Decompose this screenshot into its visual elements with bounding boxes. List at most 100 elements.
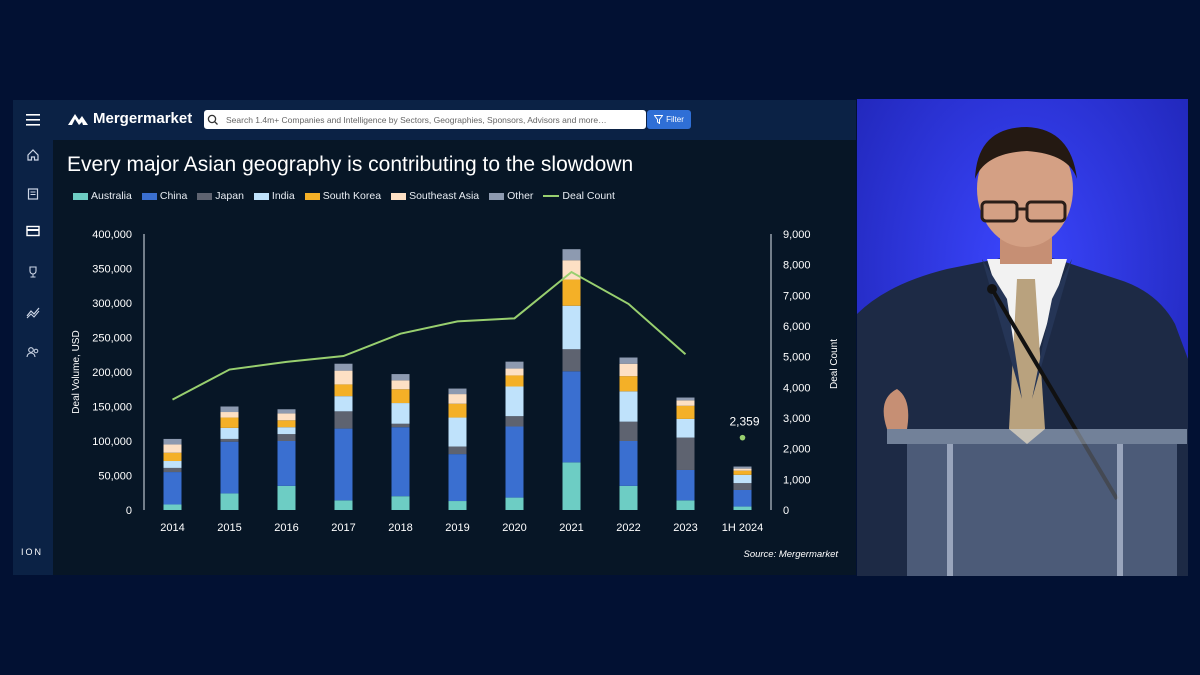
legend-label: Deal Count — [562, 190, 615, 202]
legend-swatch — [391, 192, 407, 200]
bar-segment-other-2018 — [391, 374, 410, 381]
bar-segment-southeast-asia-2019 — [448, 394, 467, 404]
bar-segment-japan-2021 — [562, 349, 581, 372]
y-tick-label: 250,000 — [92, 333, 132, 345]
y-tick-label: 300,000 — [92, 298, 132, 310]
search-icon — [207, 114, 218, 125]
legend-swatch — [489, 192, 505, 200]
y-tick-label: 150,000 — [92, 402, 132, 414]
legend-item-deal-count: Deal Count — [543, 190, 615, 202]
trophy-icon[interactable] — [23, 262, 43, 282]
deal-count-data-label: 2,359 — [729, 415, 759, 429]
bar-segment-australia-2015 — [220, 493, 239, 510]
bar-segment-india-2015 — [220, 427, 239, 439]
legend-swatch — [253, 192, 269, 200]
bar-segment-china-2016 — [277, 441, 296, 486]
bar-segment-australia-2016 — [277, 485, 296, 510]
search-bar[interactable]: Search 1.4m+ Companies and Intelligence … — [204, 110, 646, 129]
presentation-slide: ION Mergermarket Search 1.4m+ Companies … — [13, 100, 856, 575]
y2-tick-label: 2,000 — [783, 444, 811, 456]
bar-segment-other-2023 — [676, 397, 695, 401]
document-icon[interactable] — [23, 184, 43, 204]
bar-segment-china-2015 — [220, 441, 239, 494]
y2-tick-label: 3,000 — [783, 413, 811, 425]
legend-label: Australia — [91, 190, 132, 202]
legend-item-china: China — [141, 190, 187, 202]
bar-segment-china-2022 — [619, 441, 638, 486]
speaker-photo — [857, 99, 1188, 576]
bar-segment-india-2018 — [391, 403, 410, 424]
trend-icon[interactable] — [23, 302, 43, 322]
bar-segment-southeast-asia-2018 — [391, 380, 410, 390]
x-tick-label: 2014 — [160, 522, 184, 534]
search-input[interactable]: Search 1.4m+ Companies and Intelligence … — [226, 114, 607, 125]
y2-tick-label: 5,000 — [783, 352, 811, 364]
bar-segment-india-2014 — [163, 461, 182, 468]
bar-segment-japan-2014 — [163, 467, 182, 473]
x-tick-label: 2016 — [274, 522, 298, 534]
bar-segment-japan-2018 — [391, 423, 410, 428]
top-bar: Mergermarket Search 1.4m+ Companies and … — [53, 100, 856, 140]
bar-segment-china-2018 — [391, 427, 410, 497]
bar-segment-south-korea-2014 — [163, 452, 182, 462]
side-navigation: ION — [13, 100, 53, 575]
bar-segment-india-2019 — [448, 417, 467, 447]
hamburger-menu-icon[interactable] — [23, 110, 43, 130]
legend-swatch — [543, 195, 560, 197]
y-tick-label: 50,000 — [98, 471, 132, 483]
bar-segment-japan-2020 — [505, 416, 524, 427]
bar-segment-india-2021 — [562, 305, 581, 350]
bar-segment-south-korea-2022 — [619, 376, 638, 392]
x-tick-label: 1H 2024 — [722, 522, 764, 534]
bar-segment-japan-1h-2024 — [733, 483, 752, 490]
legend-swatch — [73, 192, 88, 200]
bar-segment-china-1h-2024 — [733, 489, 752, 507]
deal-count-line — [172, 270, 687, 401]
bar-segment-india-1h-2024 — [733, 474, 752, 484]
slide-title: Every major Asian geography is contribut… — [67, 153, 634, 176]
legend-item-japan: Japan — [197, 190, 244, 202]
legend-item-india: India — [253, 190, 295, 202]
ion-logo: ION — [21, 547, 44, 557]
bar-segment-china-2014 — [163, 472, 182, 505]
bar-segment-australia-2014 — [163, 504, 182, 510]
card-icon[interactable] — [23, 221, 43, 241]
bar-segment-australia-2019 — [448, 501, 467, 510]
filter-button[interactable]: Filter — [647, 110, 691, 129]
bar-segment-india-2022 — [619, 391, 638, 422]
bar-segment-australia-2020 — [505, 497, 524, 510]
bar-segment-other-2019 — [448, 388, 467, 395]
bar-segment-china-2020 — [505, 426, 524, 498]
chart-source: Source: Mergermarket — [743, 549, 838, 560]
x-tick-label: 2015 — [217, 522, 241, 534]
bar-segment-other-2017 — [334, 363, 353, 371]
legend-item-south-korea: South Korea — [304, 190, 382, 202]
bar-segment-southeast-asia-2017 — [334, 370, 353, 385]
deal-count-point-1h-2024 — [739, 434, 746, 441]
x-tick-label: 2017 — [331, 522, 355, 534]
y2-tick-label: 9,000 — [783, 229, 811, 241]
users-icon[interactable] — [23, 342, 43, 362]
bar-segment-other-1h-2024 — [733, 466, 752, 469]
home-icon[interactable] — [23, 145, 43, 165]
bar-segment-south-korea-2023 — [676, 405, 695, 419]
bar-segment-australia-1h-2024 — [733, 506, 752, 510]
x-tick-label: 2020 — [502, 522, 526, 534]
x-tick-label: 2018 — [388, 522, 412, 534]
bar-segment-other-2015 — [220, 406, 239, 413]
bar-segment-china-2023 — [676, 469, 695, 501]
mergermarket-logo[interactable]: Mergermarket — [67, 110, 192, 127]
bar-segment-southeast-asia-1h-2024 — [733, 468, 752, 471]
legend-label: South Korea — [322, 190, 382, 202]
bar-segment-japan-2016 — [277, 434, 296, 441]
bar-segment-india-2017 — [334, 396, 353, 412]
bar-segment-australia-2021 — [562, 462, 581, 510]
bar-segment-south-korea-2017 — [334, 384, 353, 397]
x-tick-label: 2019 — [445, 522, 469, 534]
bar-segment-south-korea-2021 — [562, 279, 581, 306]
legend-label: Japan — [215, 190, 244, 202]
bar-segment-south-korea-1h-2024 — [733, 470, 752, 475]
bar-segment-japan-2019 — [448, 446, 467, 455]
legend-item-southeast-asia: Southeast Asia — [391, 190, 479, 202]
filter-label: Filter — [666, 115, 684, 124]
